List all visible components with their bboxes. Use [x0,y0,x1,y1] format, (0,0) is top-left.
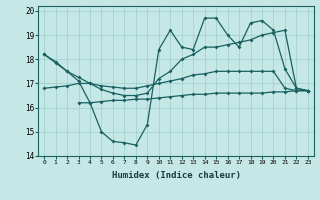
X-axis label: Humidex (Indice chaleur): Humidex (Indice chaleur) [111,171,241,180]
